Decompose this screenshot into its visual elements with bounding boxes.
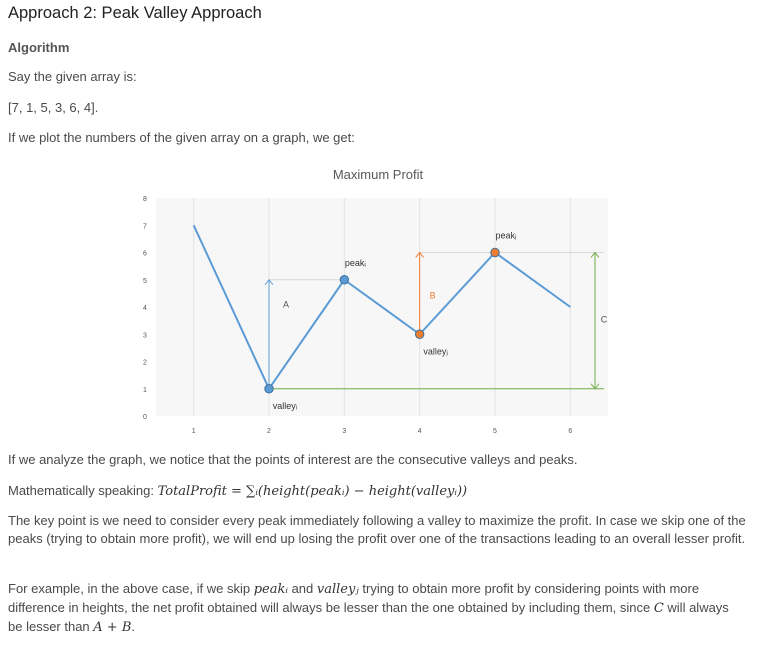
paragraph: If we plot the numbers of the given arra… xyxy=(8,130,355,145)
series-line xyxy=(192,224,571,390)
y-tick-label: 0 xyxy=(143,414,147,421)
annotation-label-c: C xyxy=(601,315,608,325)
data-point xyxy=(414,329,425,339)
math-c: C xyxy=(653,601,664,616)
point-label: valleyᵢ xyxy=(273,401,297,411)
y-tick-label: 5 xyxy=(143,278,147,285)
y-tick-label: 6 xyxy=(143,251,147,258)
b-arrow-head xyxy=(415,251,425,258)
c-arrow-head-bottom xyxy=(590,383,600,390)
y-tick-label: 1 xyxy=(143,387,147,394)
section-heading: Algorithm xyxy=(8,40,70,55)
text-span: For example, in the above case, if we sk… xyxy=(8,581,254,596)
paragraph: For example, in the above case, if we sk… xyxy=(8,580,738,637)
y-tick-label: 3 xyxy=(143,332,147,339)
x-tick-label: 2 xyxy=(267,428,271,435)
text-span: trying to obtain more profit by consider… xyxy=(8,581,700,615)
paragraph: If we analyze the graph, we notice that … xyxy=(8,452,578,467)
x-tick-label: 1 xyxy=(192,428,196,435)
chart-title: Maximum Profit xyxy=(333,167,424,182)
text-span: . xyxy=(131,619,136,634)
formula-prefix: Mathematically speaking: xyxy=(8,483,158,498)
point-label: peakᵢ xyxy=(345,258,366,268)
x-tick-label: 5 xyxy=(493,428,497,435)
data-point xyxy=(264,384,274,394)
max-profit-chart: Maximum Profit 0 1 2 3 4 5 6 7 8 1 2 3 4 5 6 C A B vall… xyxy=(143,167,608,435)
math-valley: valleyⱼ xyxy=(316,582,359,597)
y-tick-label: 7 xyxy=(143,223,147,230)
paragraph: The key point is we need to consider eve… xyxy=(8,513,746,546)
paragraph: Say the given array is: xyxy=(8,69,137,84)
x-tick-label: 3 xyxy=(342,428,346,435)
y-tick-label: 4 xyxy=(143,305,147,312)
point-label: valleyⱼ xyxy=(423,346,448,356)
annotation-label-a: A xyxy=(283,299,289,309)
point-label: peakⱼ xyxy=(495,231,517,241)
c-arrow-head-top xyxy=(590,251,600,258)
x-tick-label: 4 xyxy=(418,428,422,435)
x-tick-label: 6 xyxy=(568,428,572,435)
a-arrow-head xyxy=(264,278,274,286)
y-tick-label: 2 xyxy=(143,360,147,367)
data-point xyxy=(339,275,350,285)
math-a-plus-b: A + B xyxy=(93,620,132,635)
text-span: will always be lesser than xyxy=(8,600,729,634)
formula: TotalProfit = ∑ᵢ(height(peakᵢ) − height(… xyxy=(157,484,468,499)
annotation-label-b: B xyxy=(430,290,436,300)
math-peak: peakᵢ xyxy=(253,582,288,597)
page-title: Approach 2: Peak Valley Approach xyxy=(8,4,262,22)
array-text: [7, 1, 5, 3, 6, 4]. xyxy=(8,100,99,115)
formula-paragraph: Mathematically speaking: TotalProfit = ∑… xyxy=(8,482,467,501)
text-span: and xyxy=(287,581,317,596)
y-tick-label: 8 xyxy=(143,196,147,203)
data-point xyxy=(490,247,500,258)
